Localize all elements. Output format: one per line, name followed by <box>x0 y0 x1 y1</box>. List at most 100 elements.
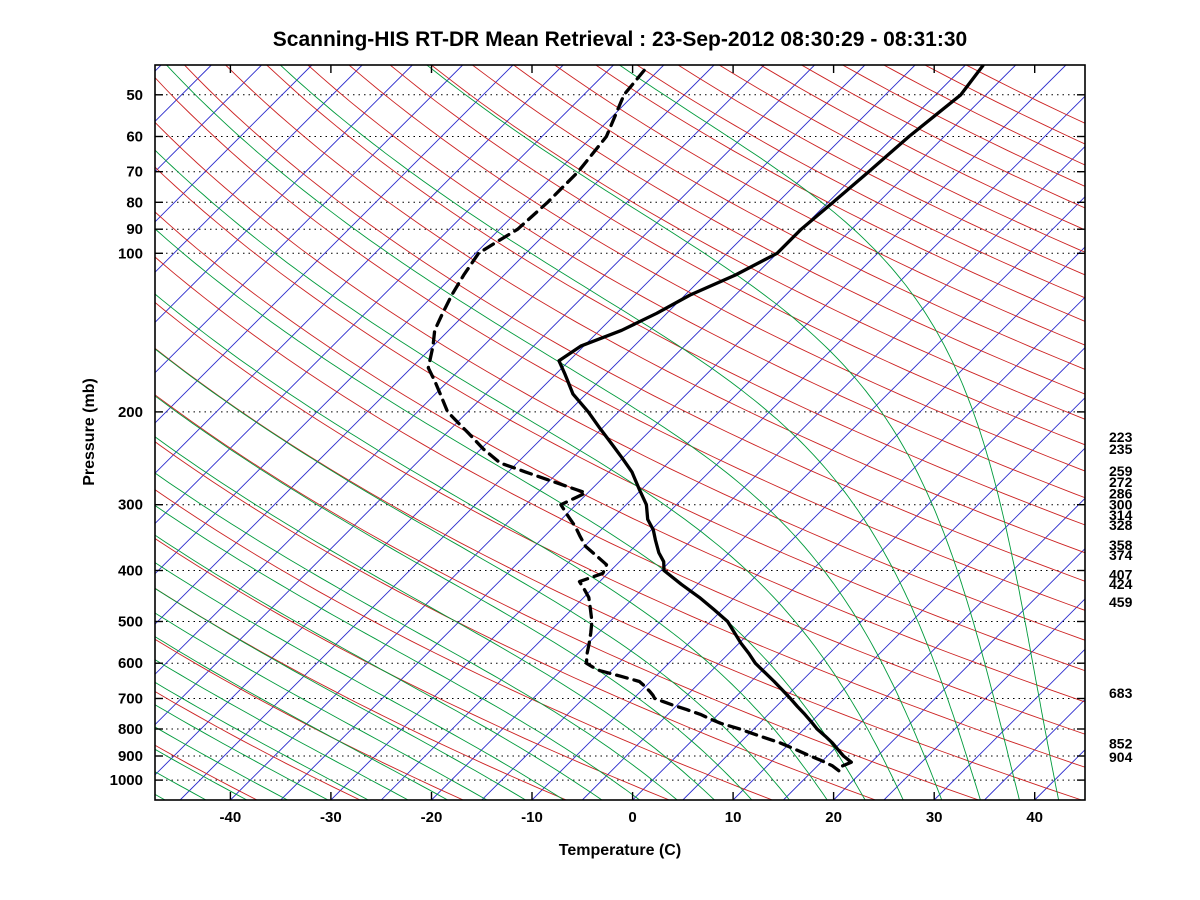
dry-adiabat-line <box>307 65 1085 499</box>
moist-adiabats <box>155 65 1060 800</box>
isotherm-line <box>1084 799 1085 800</box>
isotherm-line <box>179 65 916 800</box>
dry-adiabat-line <box>554 65 1085 346</box>
pressure-tick-label: 80 <box>126 194 143 211</box>
right-level-label: 286 <box>1109 486 1133 502</box>
x-tick-label: -20 <box>421 809 443 826</box>
right-level-label: 358 <box>1109 537 1133 553</box>
moist-adiabat-line <box>155 681 369 800</box>
isotherm-line <box>933 648 1085 800</box>
isotherm-line <box>431 145 1085 800</box>
plot-area <box>155 65 1085 800</box>
isotherm-line <box>155 65 665 575</box>
moist-adiabat-line <box>155 395 753 800</box>
moist-adiabat-line <box>155 771 207 800</box>
pressure-tick-label: 1000 <box>110 772 143 789</box>
isobars <box>155 94 1085 781</box>
moist-adiabat-line <box>155 436 715 800</box>
pressure-tick-label: 800 <box>118 721 143 738</box>
right-level-label: 852 <box>1109 735 1133 751</box>
dry-adiabat-line <box>155 166 1085 672</box>
right-level-label: 259 <box>1109 463 1133 479</box>
right-level-label: 683 <box>1109 685 1133 701</box>
dry-adiabat-line <box>155 441 876 800</box>
moist-adiabat-line <box>155 534 603 800</box>
dry-adiabat-line <box>513 65 1085 370</box>
plot-border <box>154 64 1086 801</box>
axis-ticks <box>155 65 1085 800</box>
dry-adiabat-line <box>155 489 773 800</box>
dry-adiabat-line <box>472 65 1085 395</box>
dry-adiabat-line <box>155 394 979 800</box>
isotherm-line <box>280 65 1017 800</box>
isotherm-line <box>155 65 765 675</box>
pressure-tick-label: 70 <box>126 164 143 181</box>
right-level-label: 300 <box>1109 497 1133 513</box>
moist-adiabat-line <box>155 348 790 800</box>
moist-adiabat-line <box>155 659 409 800</box>
isotherm-line <box>984 698 1085 800</box>
right-level-label: 314 <box>1109 507 1133 523</box>
x-tick-label: -10 <box>521 809 543 826</box>
dry-adiabat-line <box>155 76 1085 611</box>
x-axis-label: Temperature (C) <box>558 842 682 859</box>
right-level-label: 328 <box>1109 517 1133 533</box>
dry-adiabat-line <box>677 65 1085 276</box>
isotherm-line <box>155 65 363 273</box>
pressure-tick-label: 60 <box>126 129 143 146</box>
right-level-label: 374 <box>1109 547 1133 563</box>
moist-adiabat-line <box>155 612 488 800</box>
isotherm-line <box>682 397 1085 800</box>
right-level-label: 235 <box>1109 441 1133 457</box>
x-tick-label: -40 <box>220 809 242 826</box>
isotherm-line <box>531 246 1085 800</box>
chart-title: Scanning-HIS RT-DR Mean Retrieval : 23-S… <box>272 28 968 51</box>
moist-adiabat-line <box>426 65 1020 800</box>
dry-adiabat-line <box>155 638 464 800</box>
right-level-label: 424 <box>1109 576 1133 592</box>
isotherm-line <box>155 65 815 726</box>
dry-adiabat-line <box>155 211 1085 703</box>
dry-adiabat-line <box>155 301 1085 768</box>
dry-adiabat-line <box>760 65 1085 231</box>
pressure-tick-label: 400 <box>118 563 143 580</box>
moist-adiabat-line <box>166 65 943 800</box>
x-tick-label: 40 <box>1026 809 1043 826</box>
isotherm-line <box>481 196 1085 800</box>
isotherm-line <box>833 547 1085 800</box>
right-level-label: 272 <box>1109 474 1133 490</box>
dry-adiabat-line <box>801 65 1085 209</box>
isotherm-line <box>155 65 464 374</box>
isotherm-line <box>581 296 1085 800</box>
right-level-label: 459 <box>1109 594 1133 610</box>
moist-adiabat-line <box>619 65 1060 800</box>
isotherm-line <box>155 65 564 474</box>
x-tick-label: 30 <box>926 809 943 826</box>
dry-adiabat-line <box>595 65 1085 322</box>
isotherm-line <box>155 65 715 625</box>
pressure-tick-label: 600 <box>118 655 143 672</box>
axis-tick-labels: -40 -30 -20 -10 0 10 20 30 40 50 60 70 80 90 100 200 300… <box>110 87 1043 826</box>
moist-adiabat-line <box>155 228 866 800</box>
pressure-tick-label: 90 <box>126 221 143 238</box>
dry-adiabat-line <box>155 347 1082 800</box>
dry-adiabat-line <box>266 65 1085 526</box>
isotherm-line <box>883 598 1085 800</box>
isotherm-line <box>155 65 514 424</box>
dry-adiabat-line <box>184 65 1085 582</box>
x-tick-label: 0 <box>628 809 636 826</box>
right-level-label: 407 <box>1109 566 1133 582</box>
dry-adiabat-line <box>883 65 1085 166</box>
moist-adiabat-line <box>155 636 448 800</box>
moist-adiabat-line <box>279 65 981 800</box>
dry-adiabat-line <box>842 65 1085 187</box>
isotherm-line <box>155 65 866 776</box>
moist-adiabat-line <box>155 149 904 800</box>
isotherm-line <box>632 346 1085 800</box>
dry-adiabat-line <box>718 65 1085 253</box>
dry-adiabat-line <box>155 256 1085 735</box>
dry-adiabats <box>155 65 1085 800</box>
isotherm-line <box>380 95 1085 800</box>
